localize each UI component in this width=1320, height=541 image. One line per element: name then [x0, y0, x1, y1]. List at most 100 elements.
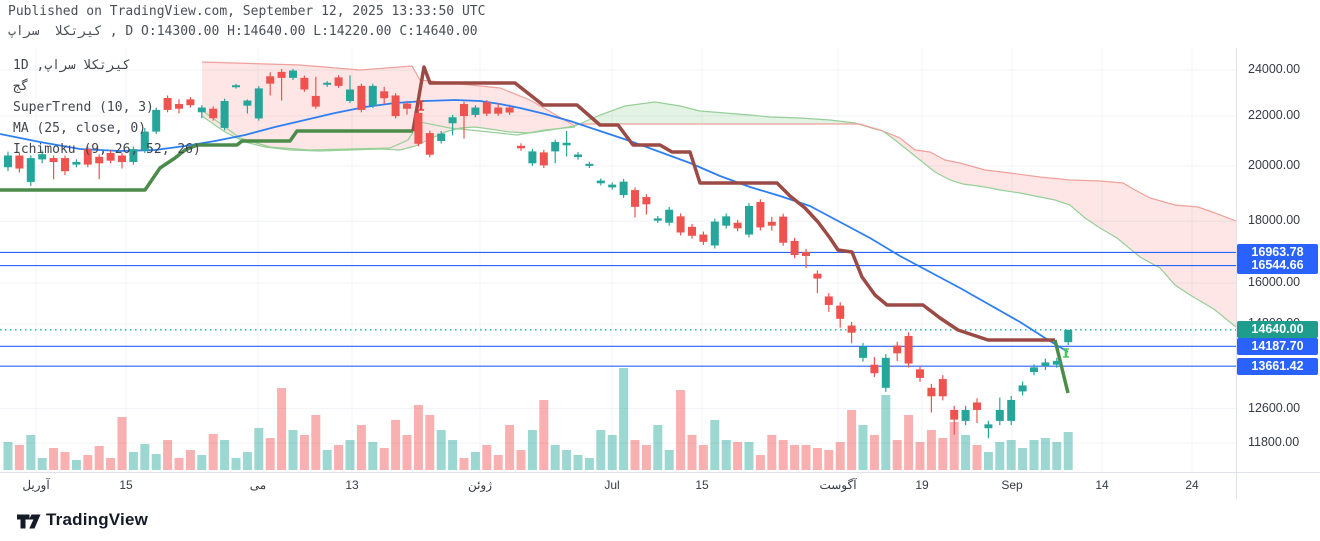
- time-tick-label: 15: [695, 478, 709, 492]
- volume-bar: [573, 455, 583, 470]
- time-tick-label: Sep: [1001, 478, 1023, 492]
- volume-bar: [653, 425, 663, 470]
- symbol-ohlc-line: کیرتکلا سراپ , D O:14300.00 H:14640.00 L…: [8, 24, 478, 39]
- volume-bar: [904, 415, 914, 470]
- candle-body: [642, 197, 651, 205]
- volume-bar: [197, 455, 207, 470]
- volume-bar: [596, 430, 606, 470]
- volume-bar: [641, 445, 651, 470]
- volume-bar: [1040, 438, 1050, 470]
- legend-gauge-indicator[interactable]: گج: [13, 79, 29, 94]
- candle-body: [72, 161, 81, 165]
- volume-bar: [926, 430, 936, 470]
- volume-bar: [14, 445, 24, 470]
- volume-bar: [368, 442, 378, 470]
- candle-body: [562, 142, 571, 146]
- candle-body: [311, 95, 320, 107]
- candle-body: [927, 387, 936, 397]
- candle-body: [357, 85, 366, 110]
- candle-body: [334, 77, 343, 86]
- volume-bar: [254, 428, 264, 470]
- candle-body: [790, 240, 799, 256]
- volume-bar: [710, 420, 720, 470]
- candle-body: [266, 76, 275, 84]
- volume-bar: [470, 452, 480, 470]
- volume-bar: [824, 450, 834, 470]
- volume-bar: [778, 440, 788, 470]
- candle-body: [631, 190, 639, 207]
- candle-body: [745, 206, 753, 235]
- legend-ichimoku[interactable]: Ichimoku (9, 26, 52, 26): [13, 142, 201, 157]
- time-tick-label: 14: [1095, 478, 1109, 492]
- candle-body: [391, 95, 400, 117]
- tradingview-logo-icon[interactable]: [16, 508, 42, 534]
- volume-bar: [83, 455, 93, 470]
- candle-body: [870, 364, 879, 374]
- candle-body: [710, 221, 719, 246]
- cloud-edge: [574, 101, 884, 132]
- legend-supertrend[interactable]: SuperTrend (10, 3): [13, 100, 154, 115]
- volume-bar: [733, 442, 743, 470]
- candle-body: [175, 104, 183, 109]
- volume-bar: [26, 435, 36, 470]
- candle-body: [779, 216, 788, 243]
- volume-bar: [676, 390, 686, 470]
- candle-body: [140, 131, 149, 151]
- volume-bar: [550, 445, 560, 470]
- candle-body: [83, 149, 92, 165]
- candle-body: [49, 158, 58, 162]
- volume-bar: [94, 446, 104, 470]
- footer-brand[interactable]: TradingView: [46, 510, 149, 529]
- volume-bar: [334, 445, 344, 470]
- volume-bar: [345, 440, 355, 470]
- volume-bar: [1029, 440, 1039, 470]
- volume-bar: [915, 442, 925, 470]
- candle-body: [505, 107, 514, 113]
- candle-body: [380, 91, 389, 99]
- candle-body: [4, 155, 12, 168]
- volume-bar: [505, 425, 515, 470]
- indicator-legend: کیرتکلا سراپ, 1D گج SuperTrend (10, 3) M…: [13, 55, 201, 160]
- cloud-edge: [201, 115, 576, 152]
- volume-bar: [49, 448, 59, 470]
- volume-bar: [584, 458, 594, 470]
- volume-bar: [425, 415, 435, 470]
- candle-body: [277, 71, 286, 78]
- candle-body: [859, 346, 867, 358]
- volume-bar: [744, 442, 754, 470]
- candle-body: [1030, 367, 1038, 373]
- candle-body: [186, 99, 195, 106]
- candle-body: [1052, 360, 1061, 365]
- supertrend-down-line: [411, 65, 1055, 342]
- legend-symbol[interactable]: کیرتکلا سراپ, 1D: [13, 58, 131, 73]
- legend-ma[interactable]: MA (25, close, 0): [13, 121, 147, 136]
- candle-body: [733, 222, 742, 229]
- candle-body: [836, 305, 845, 319]
- candle-body: [152, 109, 161, 132]
- ichimoku-cloud: [202, 62, 575, 151]
- volume-bar: [835, 442, 845, 470]
- candle-body: [1064, 329, 1073, 343]
- candle-body: [61, 158, 69, 172]
- footer: TradingView: [0, 499, 1320, 541]
- volume-bar: [847, 410, 857, 470]
- volume-bar: [60, 452, 70, 470]
- volume-bar: [1063, 432, 1073, 470]
- volume-bar: [961, 435, 971, 470]
- volume-bar: [436, 430, 446, 470]
- candle-body: [1018, 385, 1027, 392]
- candle-body: [973, 402, 981, 410]
- volume-bar: [185, 450, 195, 470]
- candle-body: [608, 184, 617, 188]
- volume-bar: [402, 435, 412, 470]
- candle-body: [688, 226, 696, 236]
- volume-bar: [812, 448, 822, 470]
- candle-body: [26, 158, 35, 182]
- candle-body: [163, 97, 172, 110]
- volume-bar: [288, 430, 298, 470]
- candle-body: [232, 85, 240, 88]
- candle-body: [425, 133, 434, 155]
- volume-bar: [208, 434, 218, 470]
